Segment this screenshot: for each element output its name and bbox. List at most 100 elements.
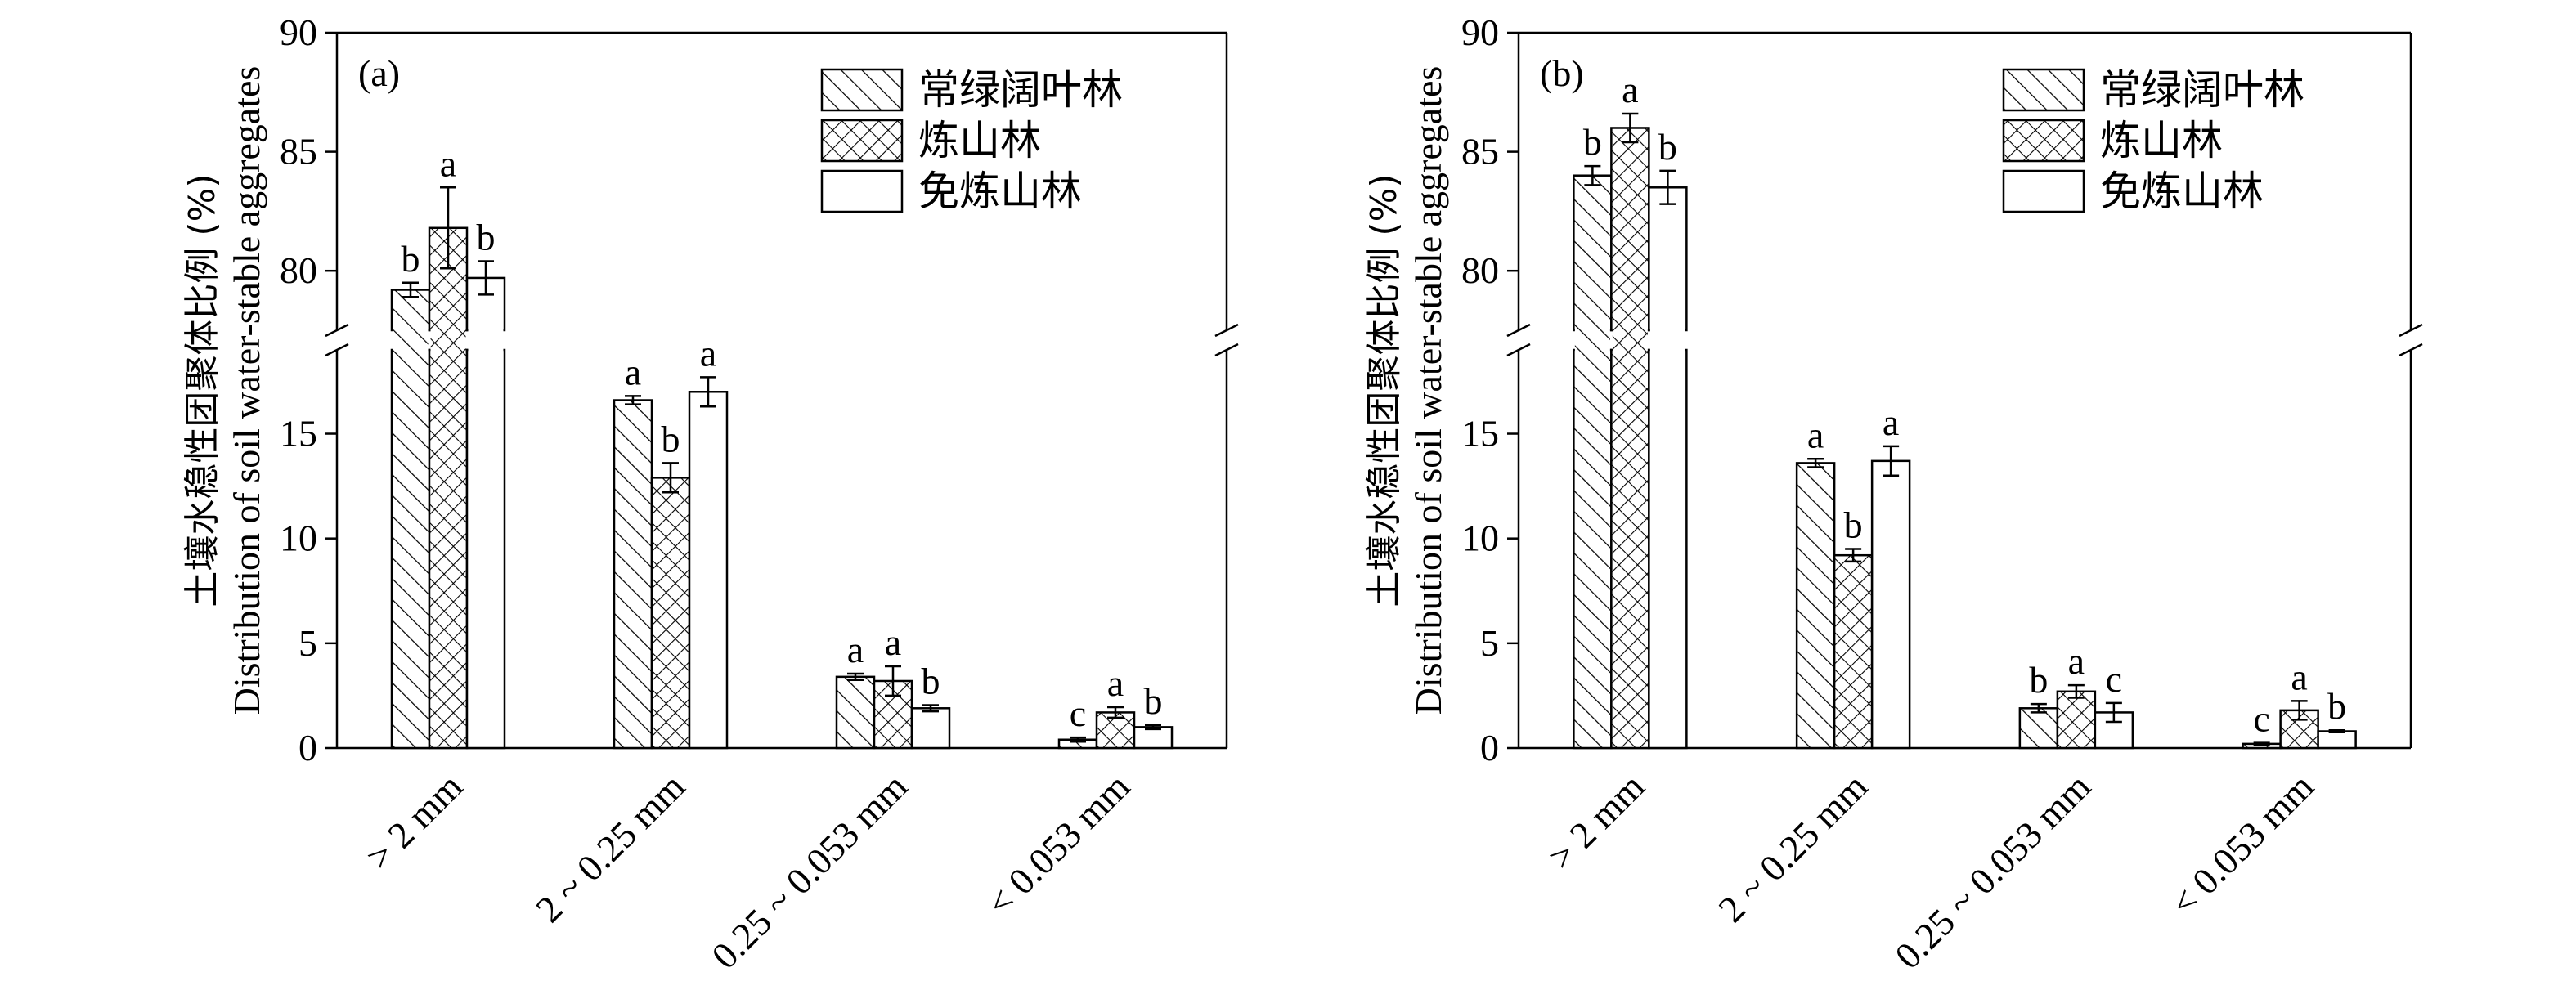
axis-break-mark: [1506, 323, 1531, 338]
panel-a: 0 5 10 15 80 85 90 (a) 土壤水稳性团聚体比例 (%) Distributio…: [182, 11, 1239, 977]
significance-label: a: [440, 142, 456, 184]
significance-label: a: [847, 629, 864, 670]
legend-label: 免炼山林: [2100, 168, 2264, 215]
bar: [650, 477, 691, 750]
bar: [688, 391, 729, 750]
bar: [2317, 730, 2357, 750]
x-tick-label: < 0.053 mm: [979, 765, 1138, 925]
y-tick-label: 15: [280, 413, 317, 455]
y-tick-label: 0: [298, 727, 317, 768]
axis-break-mark: [2399, 323, 2423, 338]
legend-label: 常绿阔叶林: [2100, 66, 2304, 114]
y-tick-label: 15: [1461, 413, 1499, 455]
significance-label: a: [1622, 69, 1638, 110]
bar: [390, 348, 431, 750]
legend-swatch: [2002, 169, 2085, 213]
y-tick-label: 90: [280, 11, 317, 53]
significance-label: a: [1107, 662, 1124, 704]
bar: [1870, 459, 1911, 750]
y-tick-label: 80: [1461, 249, 1499, 291]
y-tick-label: 5: [1480, 622, 1499, 664]
axis-break-mark: [1214, 323, 1239, 338]
bar: [613, 399, 653, 750]
y-tick-label: 90: [1461, 11, 1499, 53]
bar: [1573, 348, 1613, 750]
panel-label: (a): [358, 52, 400, 94]
y-axis-title-en: Distribution of soil water-stable aggreg…: [226, 66, 267, 715]
x-tick-label: 2 ~ 0.25 mm: [1710, 765, 1875, 930]
panel-b: 0 5 10 15 80 85 90 (b) 土壤水稳性团聚体比例 (%) Distributio…: [1363, 11, 2423, 977]
legend-swatch: [2002, 119, 2085, 163]
y-tick-label: 80: [280, 249, 317, 291]
significance-label: b: [1144, 680, 1163, 722]
bar: [1610, 348, 1650, 750]
y-axis-title-cn: 土壤水稳性团聚体比例 (%): [1363, 173, 1405, 607]
significance-label: b: [2327, 685, 2346, 727]
bar: [1833, 553, 1874, 750]
bar: [1610, 127, 1650, 332]
y-tick-label: 10: [1461, 517, 1499, 559]
significance-label: a: [1883, 401, 1899, 443]
significance-label: a: [2068, 640, 2085, 682]
significance-label: b: [1844, 504, 1863, 546]
bar-gap: [430, 329, 466, 352]
legend-label: 免炼山林: [918, 168, 1082, 215]
x-tick-label: 0.25 ~ 0.053 mm: [1887, 765, 2098, 977]
bar: [835, 675, 876, 750]
x-tick-label: > 2 mm: [1540, 765, 1653, 878]
legend-swatch: [820, 169, 904, 213]
axis-break-mark: [2399, 343, 2423, 357]
significance-label: a: [625, 351, 641, 392]
axis-break-mark: [325, 343, 349, 357]
bar: [1795, 462, 1836, 750]
bar-gap: [468, 329, 504, 352]
legend-label: 炼山林: [918, 117, 1041, 164]
legend-swatch: [820, 68, 904, 112]
bar: [1648, 348, 1688, 750]
significance-label: b: [2029, 659, 2048, 701]
bar: [2018, 707, 2059, 750]
axis-break-mark: [1214, 343, 1239, 357]
x-tick-label: 2 ~ 0.25 mm: [527, 765, 693, 930]
y-axis-title-en: Distribution of soil water-stable aggreg…: [1407, 66, 1449, 715]
significance-label: c: [1070, 692, 1086, 734]
significance-label: b: [922, 660, 940, 701]
bar: [1648, 186, 1688, 332]
y-tick-label: 0: [1480, 727, 1499, 768]
significance-label: a: [1807, 414, 1824, 455]
y-tick-label: 85: [1461, 131, 1499, 172]
bar: [2056, 690, 2097, 750]
y-tick-label: 10: [280, 517, 317, 559]
bar: [1133, 726, 1174, 750]
bar: [428, 348, 469, 750]
legend-swatch: [2002, 68, 2085, 112]
significance-label: b: [402, 238, 420, 280]
bar-gap: [1612, 329, 1648, 352]
significance-label: a: [885, 621, 901, 663]
legend-label: 炼山林: [2100, 117, 2223, 164]
significance-label: b: [1658, 126, 1677, 168]
x-tick-label: 0.25 ~ 0.053 mm: [703, 765, 915, 977]
bar: [910, 707, 951, 750]
legend-swatch: [820, 119, 904, 163]
axis-break-mark: [1506, 343, 1531, 357]
legend-label: 常绿阔叶林: [918, 66, 1123, 114]
x-tick-label: > 2 mm: [358, 765, 471, 878]
y-tick-label: 5: [298, 622, 317, 664]
x-tick-label: < 0.053 mm: [2162, 765, 2322, 925]
significance-label: b: [477, 217, 496, 258]
bar-gap: [393, 329, 429, 352]
bar: [1573, 174, 1613, 332]
significance-label: c: [2106, 658, 2122, 700]
significance-label: c: [2253, 698, 2269, 740]
bar: [465, 348, 506, 750]
bar-gap: [1649, 329, 1685, 352]
y-axis-title-cn: 土壤水稳性团聚体比例 (%): [182, 173, 223, 607]
significance-label: a: [2291, 656, 2307, 697]
significance-label: b: [662, 418, 680, 459]
bar-gap: [1574, 329, 1610, 352]
y-tick-label: 85: [280, 131, 317, 172]
significance-label: a: [700, 332, 716, 374]
significance-label: b: [1583, 121, 1602, 163]
